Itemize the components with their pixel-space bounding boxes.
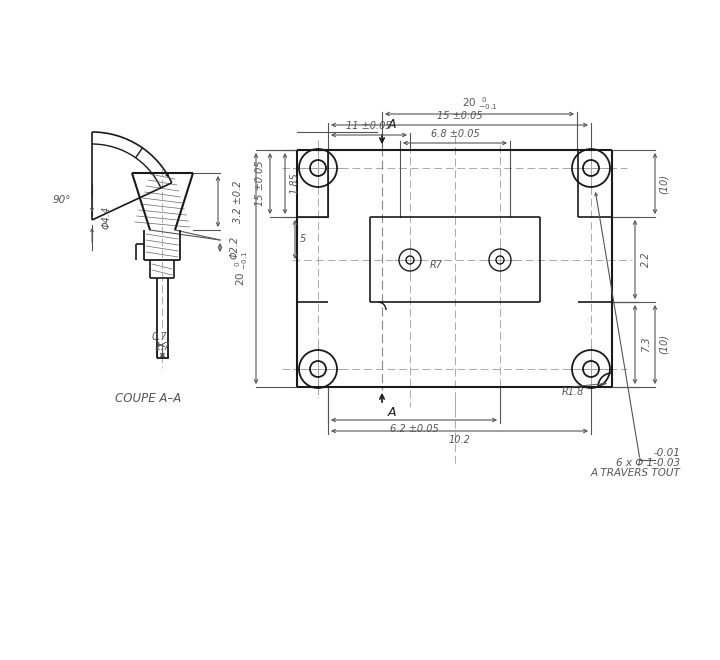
Text: 5: 5 [300, 234, 306, 244]
Text: (10): (10) [659, 174, 669, 193]
Text: Φ2.2: Φ2.2 [230, 236, 240, 259]
Text: -0.01: -0.01 [653, 448, 680, 458]
Text: COUPE A–A: COUPE A–A [115, 391, 181, 405]
Text: (10): (10) [659, 335, 669, 354]
Text: 6.2 ±0.05: 6.2 ±0.05 [390, 424, 438, 434]
Text: 7.3: 7.3 [641, 337, 651, 352]
Text: 15 ±0.05: 15 ±0.05 [437, 111, 482, 121]
Text: 0.7: 0.7 [152, 332, 167, 342]
Text: 1.7: 1.7 [155, 342, 171, 352]
Text: 15 ±0.05: 15 ±0.05 [255, 160, 265, 207]
Text: 2.2: 2.2 [641, 251, 651, 267]
Text: 1.85: 1.85 [290, 172, 300, 195]
Text: 11 ±0.05: 11 ±0.05 [346, 121, 392, 131]
Text: A TRAVERS TOUT: A TRAVERS TOUT [590, 468, 680, 478]
Text: 6.8 ±0.05: 6.8 ±0.05 [431, 129, 480, 139]
Text: 3.2 ±0.2: 3.2 ±0.2 [233, 180, 243, 223]
Text: A: A [388, 119, 396, 131]
Text: R1.8: R1.8 [562, 387, 584, 397]
Text: 10.2: 10.2 [449, 435, 470, 445]
Text: A: A [388, 405, 396, 418]
Text: $20\ ^{\ 0}_{-0.1}$: $20\ ^{\ 0}_{-0.1}$ [462, 96, 498, 112]
Text: Φ4.4: Φ4.4 [102, 205, 112, 228]
Text: 6 x Φ 1-0.03: 6 x Φ 1-0.03 [616, 458, 680, 468]
Text: 90°: 90° [53, 195, 71, 205]
Text: R7: R7 [430, 260, 443, 270]
Text: $20\ ^{\ 0}_{-0.1}$: $20\ ^{\ 0}_{-0.1}$ [233, 251, 251, 286]
